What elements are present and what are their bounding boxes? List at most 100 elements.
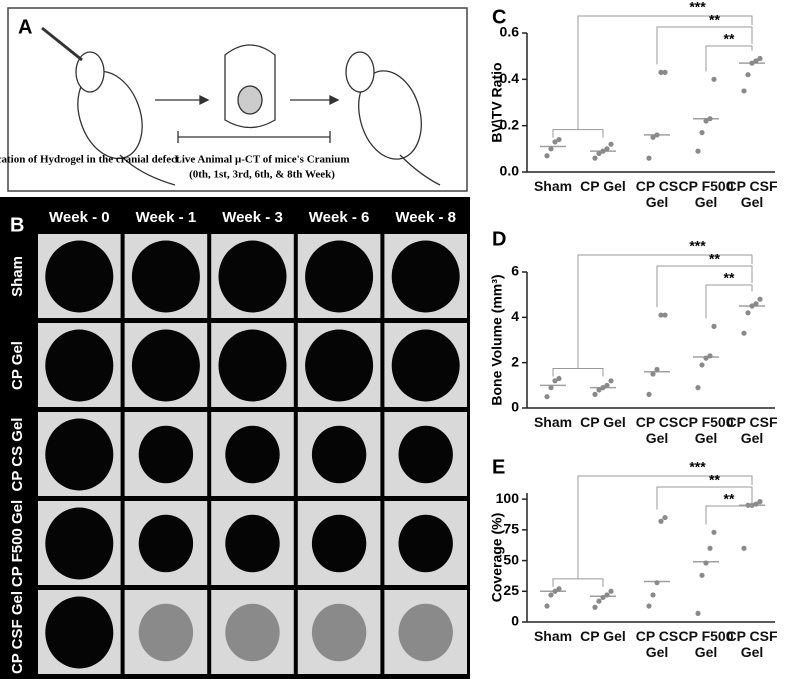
y-axis-label: Bone Volume (mm³) xyxy=(489,274,505,405)
significance-bracket xyxy=(705,45,753,72)
panel-label: D xyxy=(492,228,506,250)
x-tick-label: CP CSF Gel xyxy=(726,628,778,660)
data-point xyxy=(600,385,606,391)
data-point xyxy=(741,88,747,94)
data-point xyxy=(699,362,705,368)
data-point xyxy=(646,155,652,161)
data-point xyxy=(548,146,554,152)
defect xyxy=(391,240,460,313)
defect xyxy=(138,603,194,662)
data-point xyxy=(608,588,614,594)
y-tick-label: 50 xyxy=(503,551,519,567)
data-point xyxy=(604,146,610,152)
defect xyxy=(391,329,460,402)
significance: ** xyxy=(724,31,735,47)
data-point xyxy=(707,545,713,551)
defect xyxy=(305,240,374,313)
defect xyxy=(218,329,287,402)
data-point xyxy=(654,132,660,138)
y-axis-label: BV\TV Ratio xyxy=(489,62,505,142)
data-point xyxy=(711,323,717,329)
data-point xyxy=(749,60,755,66)
significance-bracket xyxy=(552,15,753,138)
significance-bracket xyxy=(656,26,753,65)
data-point xyxy=(658,518,664,524)
x-tick-label: CP CSF Gel xyxy=(726,414,778,446)
data-point xyxy=(703,560,709,566)
significance-bracket xyxy=(705,284,753,319)
significance: *** xyxy=(689,0,706,15)
defect xyxy=(225,514,280,573)
column-header: Week - 0 xyxy=(49,209,110,226)
defect xyxy=(131,329,200,402)
x-tick-label: CP F500 Gel xyxy=(678,414,734,446)
data-point xyxy=(552,378,558,384)
defect xyxy=(45,596,114,669)
row-header: CP CSF Gel xyxy=(9,591,26,674)
data-point xyxy=(745,502,751,508)
y-tick-label: 0 xyxy=(511,399,519,415)
data-point xyxy=(596,150,602,157)
data-point xyxy=(608,378,614,384)
significance-bracket xyxy=(656,265,753,308)
data-point xyxy=(556,586,562,592)
y-tick-label: 0.2 xyxy=(500,116,520,132)
x-tick-label: CP CS Gel xyxy=(635,414,679,446)
significance-bracket xyxy=(552,475,753,587)
y-tick-label: 100 xyxy=(496,490,520,506)
significance: ** xyxy=(724,491,735,507)
data-point xyxy=(699,572,705,578)
panel-label: E xyxy=(492,456,505,478)
data-point xyxy=(695,610,701,617)
data-point xyxy=(596,598,602,604)
defect xyxy=(45,240,114,313)
row-header: CP F500 Gel xyxy=(9,500,26,587)
data-point xyxy=(741,330,747,336)
defect xyxy=(45,418,114,491)
defect xyxy=(131,240,200,313)
x-tick-label: CP CS Gel xyxy=(635,178,679,210)
data-point xyxy=(745,72,751,78)
significance: ** xyxy=(709,472,720,488)
data-point xyxy=(703,355,709,361)
data-point xyxy=(608,141,614,147)
x-tick-label: CP Gel xyxy=(580,178,626,194)
row-header: CP CS Gel xyxy=(9,418,26,492)
y-tick-label: 25 xyxy=(503,582,519,598)
data-point xyxy=(596,387,602,393)
defect xyxy=(225,603,280,662)
x-tick-label: CP Gel xyxy=(580,628,626,644)
data-point xyxy=(699,130,705,136)
y-tick-label: 6 xyxy=(511,263,519,279)
x-tick-label: CP CSF Gel xyxy=(726,178,778,210)
row-header: CP Gel xyxy=(9,341,26,390)
x-tick-label: CP Gel xyxy=(580,414,626,430)
data-point xyxy=(604,592,610,598)
data-point xyxy=(711,76,717,82)
data-point xyxy=(757,296,763,302)
significance: ** xyxy=(709,251,720,267)
data-point xyxy=(745,310,751,316)
data-point xyxy=(646,603,652,609)
y-tick-label: 0.6 xyxy=(500,24,520,40)
data-point xyxy=(707,116,713,122)
y-tick-label: 0.0 xyxy=(500,163,520,179)
panel-label: B xyxy=(10,214,24,236)
data-point xyxy=(741,545,747,551)
data-point xyxy=(650,134,656,140)
column-header: Week - 8 xyxy=(395,209,456,226)
x-tick-label: CP F500 Gel xyxy=(678,178,734,210)
data-point xyxy=(552,588,558,594)
defect xyxy=(398,603,453,662)
data-point xyxy=(544,394,550,400)
data-point xyxy=(703,118,709,124)
data-point xyxy=(544,153,550,159)
y-tick-label: 75 xyxy=(503,521,519,537)
x-tick-label: Sham xyxy=(533,628,573,644)
y-tick-label: 4 xyxy=(511,308,519,324)
defect xyxy=(398,425,453,484)
data-point xyxy=(753,301,759,307)
data-point xyxy=(552,139,558,145)
